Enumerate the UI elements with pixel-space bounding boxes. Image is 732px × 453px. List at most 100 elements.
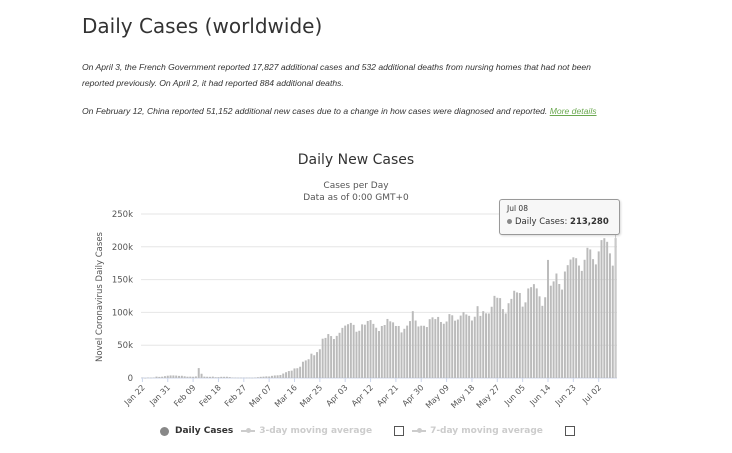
- chart-bar[interactable]: [490, 306, 493, 378]
- chart-bar[interactable]: [608, 253, 611, 378]
- more-details-link[interactable]: More details: [549, 106, 597, 116]
- chart-bar[interactable]: [259, 376, 262, 378]
- chart-bar[interactable]: [149, 377, 152, 379]
- chart-bar[interactable]: [485, 313, 488, 378]
- chart-bar[interactable]: [434, 319, 437, 378]
- chart-bar[interactable]: [287, 371, 290, 378]
- chart-bar[interactable]: [597, 251, 600, 378]
- chart-bar[interactable]: [611, 265, 614, 378]
- chart-bar[interactable]: [158, 376, 161, 378]
- chart-bar[interactable]: [375, 327, 378, 378]
- chart-bar[interactable]: [310, 353, 313, 378]
- chart-bar[interactable]: [307, 359, 310, 378]
- chart-bar[interactable]: [589, 249, 592, 378]
- chart-bar[interactable]: [347, 324, 349, 378]
- chart-bar[interactable]: [439, 321, 442, 378]
- chart-bar[interactable]: [409, 321, 411, 378]
- chart-bar[interactable]: [411, 311, 414, 378]
- chart-bar[interactable]: [344, 325, 347, 378]
- chart-bar[interactable]: [378, 331, 380, 378]
- chart-bar[interactable]: [468, 315, 471, 378]
- chart-bar[interactable]: [380, 325, 383, 378]
- chart-bar[interactable]: [482, 311, 485, 378]
- chart-bar[interactable]: [428, 319, 431, 378]
- chart-bar[interactable]: [183, 376, 186, 378]
- chart-bar[interactable]: [600, 240, 603, 378]
- chart-bar[interactable]: [186, 376, 189, 378]
- chart-bar[interactable]: [361, 324, 364, 378]
- chart-bar[interactable]: [245, 377, 248, 379]
- chart-bar[interactable]: [296, 368, 299, 378]
- chart-bar[interactable]: [242, 377, 245, 379]
- chart-bar[interactable]: [231, 377, 234, 379]
- chart-bar[interactable]: [248, 377, 251, 379]
- chart-bar[interactable]: [349, 322, 352, 378]
- chart-bar[interactable]: [327, 334, 330, 378]
- chart-bar[interactable]: [194, 376, 197, 378]
- chart-bar[interactable]: [594, 264, 597, 378]
- chart-bar[interactable]: [400, 332, 403, 378]
- chart-bar[interactable]: [369, 320, 372, 378]
- chart-bar[interactable]: [448, 314, 451, 378]
- chart-bar[interactable]: [147, 377, 150, 379]
- checkbox-3day-ma[interactable]: [394, 426, 405, 436]
- chart-bar[interactable]: [206, 376, 209, 378]
- chart-bar[interactable]: [318, 349, 321, 378]
- chart-bar[interactable]: [479, 315, 482, 378]
- chart-bar[interactable]: [197, 368, 200, 378]
- chart-bar[interactable]: [262, 376, 265, 378]
- chart-bar[interactable]: [445, 321, 448, 378]
- chart-bar[interactable]: [583, 259, 586, 378]
- chart-bar[interactable]: [465, 314, 468, 378]
- chart-bar[interactable]: [406, 325, 409, 378]
- chart-bar[interactable]: [459, 315, 462, 378]
- chart-bar[interactable]: [442, 323, 445, 378]
- chart-bar[interactable]: [431, 317, 434, 378]
- chart-bar[interactable]: [456, 319, 459, 378]
- chart-bar[interactable]: [279, 374, 282, 378]
- chart-bar[interactable]: [366, 320, 369, 378]
- chart-bar[interactable]: [352, 324, 355, 378]
- legend-7day-ma[interactable]: 7-day moving average: [412, 426, 543, 436]
- chart-bar[interactable]: [547, 259, 549, 378]
- chart-bar[interactable]: [527, 288, 530, 378]
- chart-bar[interactable]: [496, 297, 499, 378]
- chart-bar[interactable]: [532, 284, 535, 378]
- chart-bar[interactable]: [293, 368, 296, 378]
- chart-bar[interactable]: [454, 320, 457, 378]
- chart-bar[interactable]: [386, 318, 389, 378]
- chart-bar[interactable]: [321, 338, 324, 378]
- chart-bar[interactable]: [268, 376, 271, 378]
- chart-bar[interactable]: [152, 377, 155, 379]
- chart-bar[interactable]: [192, 376, 195, 378]
- chart-bar[interactable]: [330, 336, 333, 378]
- chart-bar[interactable]: [403, 328, 406, 378]
- chart-bar[interactable]: [254, 377, 257, 379]
- chart-bar[interactable]: [372, 323, 375, 378]
- chart-bar[interactable]: [555, 273, 558, 379]
- chart-bar[interactable]: [549, 285, 552, 378]
- chart-bar[interactable]: [521, 306, 524, 378]
- chart-bar[interactable]: [225, 376, 228, 378]
- chart-bar[interactable]: [504, 313, 507, 378]
- chart-bar[interactable]: [316, 352, 319, 378]
- chart-bar[interactable]: [251, 377, 254, 379]
- chart-bar[interactable]: [256, 377, 259, 378]
- chart-bar[interactable]: [223, 376, 226, 378]
- chart-bar[interactable]: [538, 296, 541, 378]
- chart-bar[interactable]: [178, 375, 181, 378]
- legend-daily-cases[interactable]: Daily Cases: [160, 426, 233, 436]
- chart-bar[interactable]: [211, 376, 214, 378]
- chart-bar[interactable]: [209, 376, 211, 378]
- chart-bar[interactable]: [203, 376, 206, 378]
- chart-bar[interactable]: [425, 327, 428, 378]
- chart-bar[interactable]: [552, 281, 555, 378]
- chart-bar[interactable]: [299, 366, 302, 378]
- chart-bar[interactable]: [394, 325, 397, 378]
- chart-bar[interactable]: [240, 377, 242, 379]
- chart-bar[interactable]: [437, 316, 440, 378]
- chart-bar[interactable]: [462, 312, 465, 378]
- chart-bar[interactable]: [237, 377, 240, 379]
- chart-bar[interactable]: [163, 376, 166, 378]
- chart-bar[interactable]: [563, 271, 566, 378]
